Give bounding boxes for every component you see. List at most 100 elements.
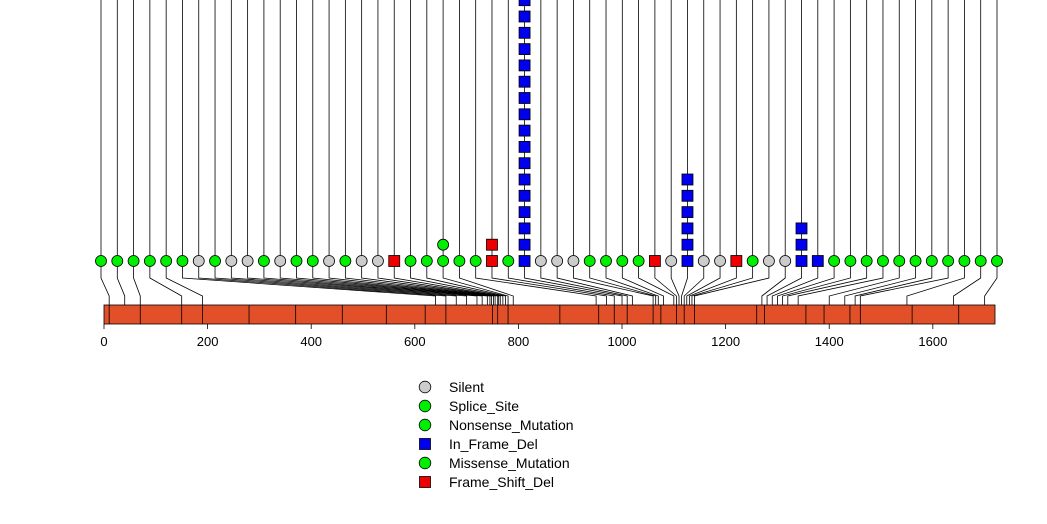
position-connector (782, 261, 851, 305)
position-connector (328, 261, 494, 305)
position-connector (263, 261, 483, 305)
legend-symbol (419, 476, 431, 488)
position-connector (761, 261, 786, 305)
protein-bar (103, 304, 996, 325)
position-connector (694, 261, 770, 305)
mutation-marker-missense-mutation (143, 255, 156, 267)
mutation-marker-frame-shift-del (388, 255, 401, 267)
mutation-marker-in-frame-del (681, 238, 694, 251)
mutation-marker-silent (714, 255, 726, 267)
mutation-marker-missense-mutation (600, 255, 612, 267)
position-connector (854, 261, 933, 305)
mutation-marker-silent (372, 255, 384, 267)
mutation-marker-missense-mutation (258, 255, 270, 267)
position-connector (906, 261, 965, 305)
mutation-marker-in-frame-del (518, 238, 531, 251)
position-connector (777, 261, 835, 305)
position-connector (507, 261, 615, 305)
mutation-markers (95, 0, 1003, 267)
mutation-marker-in-frame-del (795, 222, 808, 235)
mutation-marker-in-frame-del (681, 255, 694, 267)
position-connector (691, 261, 754, 305)
mutation-marker-missense-mutation (306, 255, 319, 267)
mutation-marker-missense-mutation (453, 255, 466, 267)
position-connector (410, 261, 504, 305)
x-axis: 0 200 400 600 800 1000 1200 1400 1600 (100, 324, 947, 349)
mutation-marker-missense-mutation (746, 255, 759, 267)
position-connector (688, 261, 737, 305)
position-connector (670, 261, 680, 305)
mutation-marker-silent (551, 255, 564, 267)
mutation-marker-silent (225, 255, 238, 267)
mutation-marker-missense-mutation (942, 255, 955, 267)
position-connector (683, 261, 705, 305)
position-connector (491, 261, 607, 305)
position-connector (787, 261, 868, 305)
position-connector (540, 261, 628, 305)
mutation-marker-silent (534, 255, 547, 267)
position-connector (524, 261, 623, 305)
mutation-marker-in-frame-del (518, 59, 531, 72)
position-connector (458, 261, 514, 305)
mutation-marker-silent (665, 255, 678, 267)
position-connector (100, 261, 110, 305)
position-connector (312, 261, 492, 305)
mutation-marker-in-frame-del (518, 255, 531, 267)
mutation-marker-in-frame-del (518, 92, 531, 104)
position-connector (149, 261, 183, 305)
position-connector (133, 261, 141, 305)
mutation-marker-in-frame-del (681, 206, 694, 219)
legend-symbol (419, 438, 431, 450)
mutation-marker-in-frame-del (518, 26, 531, 39)
legend: Silent Splice_Site Nonsense_Mutation In_Fra… (418, 379, 574, 490)
position-connector (686, 261, 721, 305)
x-tick-label: 1000 (608, 334, 637, 349)
position-connector (198, 261, 447, 305)
mutation-marker-in-frame-del (811, 255, 824, 267)
legend-label: Nonsense_Mutation (449, 417, 574, 433)
mutation-marker-missense-mutation (404, 255, 417, 267)
legend-symbol (418, 418, 432, 432)
mutation-marker-in-frame-del (518, 206, 531, 219)
mutation-marker-missense-mutation (991, 255, 1003, 267)
x-tick-label: 1600 (918, 334, 947, 349)
x-tick-label: 600 (404, 334, 426, 349)
mutation-stems (100, 0, 998, 261)
mutation-marker-in-frame-del (518, 173, 531, 186)
position-connector (797, 261, 884, 305)
legend-label: Missense_Mutation (449, 455, 570, 471)
mutation-marker-missense-mutation (893, 255, 906, 267)
mutation-marker-in-frame-del (518, 140, 531, 153)
position-connector (605, 261, 659, 305)
position-connector (230, 261, 468, 305)
mutation-marker-in-frame-del (518, 43, 531, 55)
position-connector (165, 261, 203, 305)
mutation-marker-missense-mutation (958, 255, 971, 267)
position-connector (361, 261, 499, 305)
mutation-marker-missense-mutation (925, 255, 938, 267)
mutation-marker-in-frame-del (681, 189, 694, 202)
mutation-marker-silent (763, 255, 775, 267)
position-connector (859, 261, 949, 305)
mutation-marker-in-frame-del (518, 75, 531, 88)
mutation-marker-missense-mutation (437, 238, 450, 251)
position-connector (344, 261, 496, 305)
position-connector (182, 261, 436, 305)
mutation-marker-frame-shift-del (730, 255, 743, 267)
mutation-marker-missense-mutation (176, 255, 189, 267)
position-connector (442, 261, 509, 305)
mutation-marker-missense-mutation (339, 255, 352, 267)
position-connector (984, 261, 998, 305)
mutation-marker-missense-mutation (583, 255, 596, 267)
mutation-marker-silent (192, 255, 205, 267)
x-tick-label: 0 (100, 334, 107, 349)
position-connector (654, 261, 677, 305)
mutation-marker-in-frame-del (518, 189, 531, 202)
mutation-marker-in-frame-del (681, 222, 694, 235)
mutation-marker-missense-mutation (209, 255, 221, 267)
position-connector (475, 261, 597, 305)
mutation-marker-missense-mutation (95, 255, 107, 267)
position-connector (279, 261, 488, 305)
mutation-marker-silent (697, 255, 710, 267)
